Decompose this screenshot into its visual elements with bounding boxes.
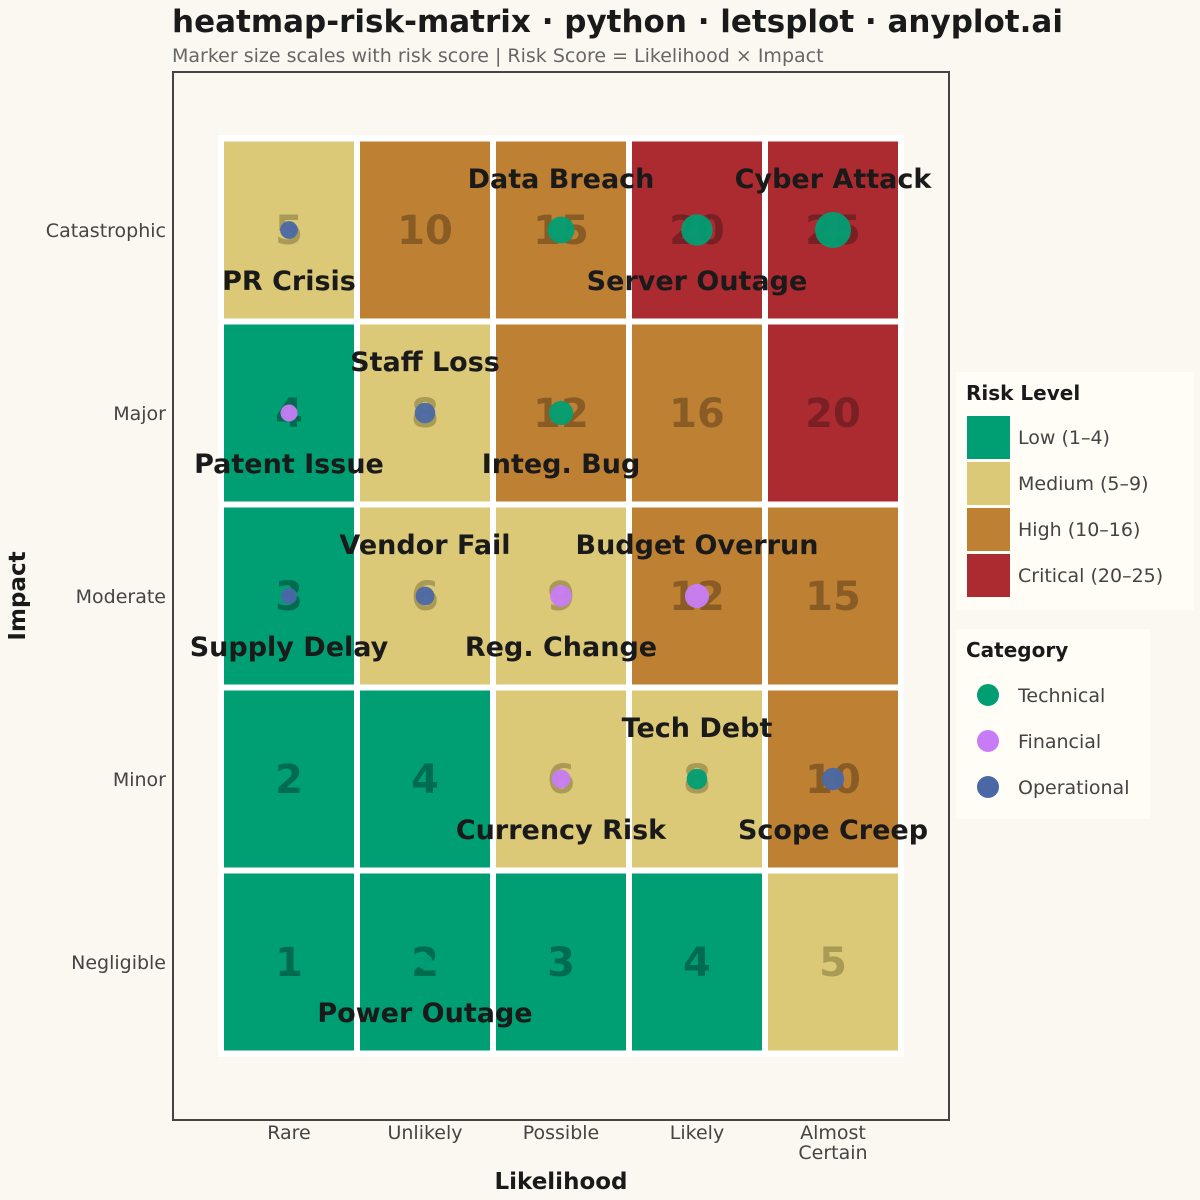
risk-label: Currency Risk xyxy=(456,815,667,846)
risk-label: Budget Overrun xyxy=(575,530,818,561)
legend-category: Category Technical Financial Operational xyxy=(956,629,1150,819)
risk-marker xyxy=(550,585,572,607)
plot-panel-border xyxy=(172,71,950,1121)
heatmap-cell xyxy=(360,690,490,868)
cell-score-label: 1 xyxy=(275,940,303,986)
legend-label: Critical (20–25) xyxy=(1018,565,1163,587)
legend-swatch xyxy=(967,508,1010,551)
risk-marker xyxy=(280,221,298,239)
risk-label: Staff Loss xyxy=(350,347,500,378)
heatmap-cell xyxy=(632,873,762,1051)
risk-markers xyxy=(280,212,851,970)
cell-score-label: 3 xyxy=(547,940,575,986)
y-tick-label: Catastrophic xyxy=(46,220,166,242)
chart-subtitle: Marker size scales with risk score | Ris… xyxy=(172,45,824,67)
legend-label: Low (1–4) xyxy=(1018,427,1110,449)
risk-label: Data Breach xyxy=(468,164,655,195)
risk-label: Integ. Bug xyxy=(482,449,641,480)
risk-marker xyxy=(415,586,435,606)
y-axis-title: Impact xyxy=(5,551,31,640)
legend-label: Operational xyxy=(1018,777,1129,799)
legend-swatch xyxy=(967,554,1010,597)
y-tick-label: Major xyxy=(113,403,166,425)
heatmap-cell xyxy=(496,873,626,1051)
risk-label: Cyber Attack xyxy=(735,164,933,195)
risk-marker xyxy=(547,216,575,244)
risk-label: Power Outage xyxy=(317,998,532,1029)
risk-marker xyxy=(417,954,433,970)
legend-swatch xyxy=(967,462,1010,505)
risk-marker xyxy=(551,769,571,789)
legend-marker xyxy=(977,684,999,706)
legend-marker xyxy=(977,776,999,798)
risk-marker xyxy=(686,768,708,790)
risk-label: Patent Issue xyxy=(194,449,384,480)
legend-label: Technical xyxy=(1017,685,1105,707)
x-tick-label: Likely xyxy=(670,1122,724,1144)
legend-title: Risk Level xyxy=(966,381,1080,405)
x-tick-label: Rare xyxy=(267,1122,311,1144)
y-tick-label: Minor xyxy=(113,769,166,791)
cell-score-label: 2 xyxy=(275,757,303,803)
legend-risk-level: Risk Level Low (1–4) Medium (5–9) High (10–… xyxy=(956,372,1194,610)
risk-marker xyxy=(684,583,710,609)
heatmap-cell xyxy=(768,873,898,1051)
risk-marker xyxy=(821,767,845,791)
cell-score-label: 4 xyxy=(683,940,711,986)
heatmap-cell xyxy=(768,324,898,502)
risk-label: Supply Delay xyxy=(190,632,389,663)
legend-swatch xyxy=(967,416,1010,459)
y-axis-ticks: Negligible Minor Moderate Major Catastrophic xyxy=(46,220,166,974)
x-tick-label: Almost xyxy=(800,1122,866,1144)
chart-title: heatmap-risk-matrix · python · letsplot … xyxy=(172,4,1063,40)
x-tick-label: Possible xyxy=(523,1122,600,1144)
risk-marker xyxy=(681,214,713,246)
risk-labels: Data Breach Cyber Attack PR Crisis Server O… xyxy=(190,164,933,1029)
heatmap-cell xyxy=(360,141,490,319)
risk-marker xyxy=(414,402,436,424)
risk-label: Vendor Fail xyxy=(339,530,510,561)
risk-label: Reg. Change xyxy=(465,632,657,663)
y-tick-label: Negligible xyxy=(71,952,166,974)
cell-score-label: 10 xyxy=(397,208,453,254)
x-tick-label: Unlikely xyxy=(387,1122,462,1144)
heatmap-cell xyxy=(768,507,898,685)
legend-title: Category xyxy=(966,638,1068,662)
cell-score-label: 20 xyxy=(805,391,861,437)
cell-score-label: 16 xyxy=(669,391,725,437)
risk-label: PR Crisis xyxy=(222,266,356,297)
cell-score-label: 4 xyxy=(411,757,439,803)
x-axis-title: Likelihood xyxy=(494,1169,627,1195)
risk-marker xyxy=(548,400,574,426)
legend-marker xyxy=(977,730,999,752)
heatmap-cell xyxy=(632,324,762,502)
y-tick-label: Moderate xyxy=(76,586,166,608)
legend-label: High (10–16) xyxy=(1018,519,1140,541)
legend-label: Medium (5–9) xyxy=(1018,473,1149,495)
cell-score-label: 15 xyxy=(805,574,861,620)
cell-score-label: 5 xyxy=(819,940,847,986)
risk-label: Scope Creep xyxy=(738,815,928,846)
x-tick-label: Certain xyxy=(798,1142,867,1164)
risk-marker xyxy=(280,404,298,422)
risk-marker xyxy=(815,212,851,248)
heatmap-cell xyxy=(224,873,354,1051)
risk-marker xyxy=(280,587,298,605)
risk-label: Tech Debt xyxy=(622,713,773,744)
heatmap-cell xyxy=(224,690,354,868)
legend-label: Financial xyxy=(1018,731,1101,753)
risk-label: Server Outage xyxy=(587,266,808,297)
